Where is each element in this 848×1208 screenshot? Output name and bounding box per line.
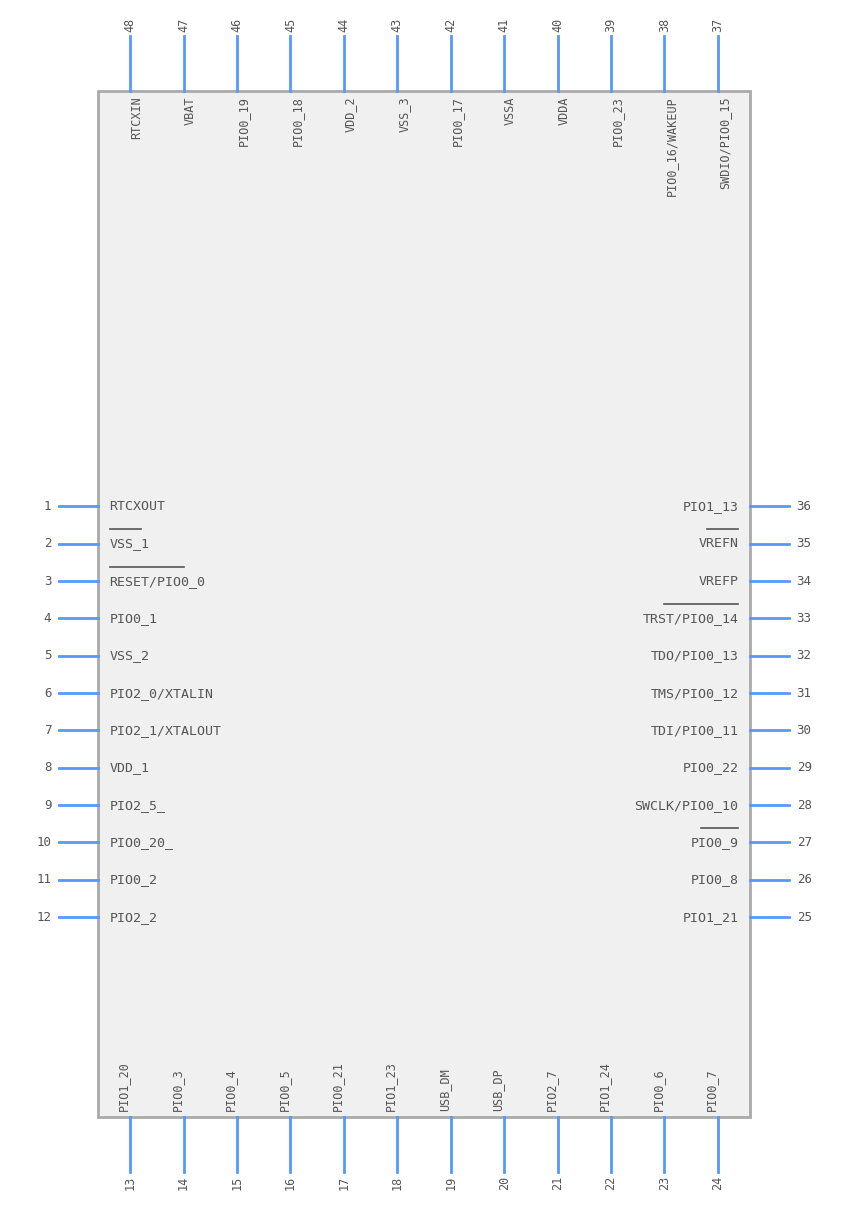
Text: 48: 48 [124,18,137,33]
Text: 20: 20 [498,1175,510,1190]
Text: VDD_2: VDD_2 [344,97,357,132]
Text: PIO0_19: PIO0_19 [237,97,250,146]
Text: 29: 29 [796,761,812,774]
Text: 38: 38 [658,18,671,33]
Text: PIO0_3: PIO0_3 [170,1069,183,1111]
Text: 17: 17 [338,1175,350,1190]
Text: 32: 32 [796,650,812,662]
Text: 16: 16 [284,1175,297,1190]
Text: 42: 42 [444,18,457,33]
Text: 44: 44 [338,18,350,33]
Text: 27: 27 [796,836,812,849]
Text: PIO1_23: PIO1_23 [384,1062,397,1111]
Text: USB_DP: USB_DP [491,1069,504,1111]
Text: PIO0_1: PIO0_1 [109,612,158,625]
Text: PIO1_20: PIO1_20 [117,1062,131,1111]
Text: 34: 34 [796,575,812,587]
Text: 10: 10 [36,836,52,849]
Text: 31: 31 [796,686,812,699]
Text: 4: 4 [44,612,52,625]
Text: PIO0_2: PIO0_2 [109,873,158,887]
Text: 43: 43 [391,18,404,33]
Text: PIO0_22: PIO0_22 [683,761,739,774]
Text: PIO2_0/XTALIN: PIO2_0/XTALIN [109,686,214,699]
Text: VREFP: VREFP [699,575,739,587]
Text: 5: 5 [44,650,52,662]
Text: 28: 28 [796,798,812,812]
Text: 14: 14 [177,1175,190,1190]
Text: PIO0_18: PIO0_18 [290,97,304,146]
Text: 22: 22 [605,1175,617,1190]
Text: PIO0_16/WAKEUP: PIO0_16/WAKEUP [665,97,678,197]
Text: 47: 47 [177,18,190,33]
Text: 30: 30 [796,724,812,737]
Text: 33: 33 [796,612,812,625]
Text: TMS/PIO0_12: TMS/PIO0_12 [650,686,739,699]
Text: VSS_3: VSS_3 [397,97,410,132]
Text: RESET/PIO0_0: RESET/PIO0_0 [109,575,205,587]
Text: VSS_1: VSS_1 [109,538,149,551]
Text: 12: 12 [36,911,52,924]
Text: VREFN: VREFN [699,538,739,551]
Text: 13: 13 [124,1175,137,1190]
Text: PIO2_7: PIO2_7 [544,1069,557,1111]
Text: 25: 25 [796,911,812,924]
Text: PIO1_21: PIO1_21 [683,911,739,924]
Text: 23: 23 [658,1175,671,1190]
Text: 39: 39 [605,18,617,33]
Bar [98,91,750,1117]
Text: VDDA: VDDA [557,97,571,126]
Text: PIO0_21: PIO0_21 [331,1062,344,1111]
Text: PIO0_5: PIO0_5 [277,1069,290,1111]
Text: 7: 7 [44,724,52,737]
Text: 46: 46 [231,18,243,33]
Text: USB_DM: USB_DM [438,1069,451,1111]
Text: 35: 35 [796,538,812,551]
Text: 8: 8 [44,761,52,774]
Text: 15: 15 [231,1175,243,1190]
Text: 9: 9 [44,798,52,812]
Text: 36: 36 [796,500,812,513]
Text: 40: 40 [551,18,564,33]
Text: PIO0_17: PIO0_17 [451,97,464,146]
Text: RTCXIN: RTCXIN [131,97,143,139]
Text: 24: 24 [711,1175,724,1190]
Text: 6: 6 [44,686,52,699]
Text: 2: 2 [44,538,52,551]
Text: VBAT: VBAT [183,97,197,126]
Text: 11: 11 [36,873,52,887]
Text: 1: 1 [44,500,52,513]
Text: 26: 26 [796,873,812,887]
Text: RTCXOUT: RTCXOUT [109,500,165,513]
Text: PIO1_13: PIO1_13 [683,500,739,513]
Text: TDO/PIO0_13: TDO/PIO0_13 [650,650,739,662]
Text: PIO2_2: PIO2_2 [109,911,158,924]
Text: VSS_2: VSS_2 [109,650,149,662]
Text: PIO0_6: PIO0_6 [651,1069,665,1111]
Text: 18: 18 [391,1175,404,1190]
Text: 21: 21 [551,1175,564,1190]
Text: VSSA: VSSA [504,97,517,126]
Text: PIO0_8: PIO0_8 [690,873,739,887]
Text: 37: 37 [711,18,724,33]
Text: PIO2_1/XTALOUT: PIO2_1/XTALOUT [109,724,221,737]
Text: PIO0_9: PIO0_9 [690,836,739,849]
Text: PIO0_20_: PIO0_20_ [109,836,174,849]
Text: 3: 3 [44,575,52,587]
Text: PIO1_24: PIO1_24 [598,1062,611,1111]
Text: TDI/PIO0_11: TDI/PIO0_11 [650,724,739,737]
Text: 45: 45 [284,18,297,33]
Text: SWDIO/PIO0_15: SWDIO/PIO0_15 [717,97,731,190]
Text: PIO0_7: PIO0_7 [705,1069,717,1111]
Text: PIO0_4: PIO0_4 [224,1069,237,1111]
Text: 41: 41 [498,18,510,33]
Text: VDD_1: VDD_1 [109,761,149,774]
Text: 19: 19 [444,1175,457,1190]
Text: TRST/PIO0_14: TRST/PIO0_14 [643,612,739,625]
Text: PIO2_5_: PIO2_5_ [109,798,165,812]
Text: PIO0_23: PIO0_23 [611,97,624,146]
Text: SWCLK/PIO0_10: SWCLK/PIO0_10 [634,798,739,812]
